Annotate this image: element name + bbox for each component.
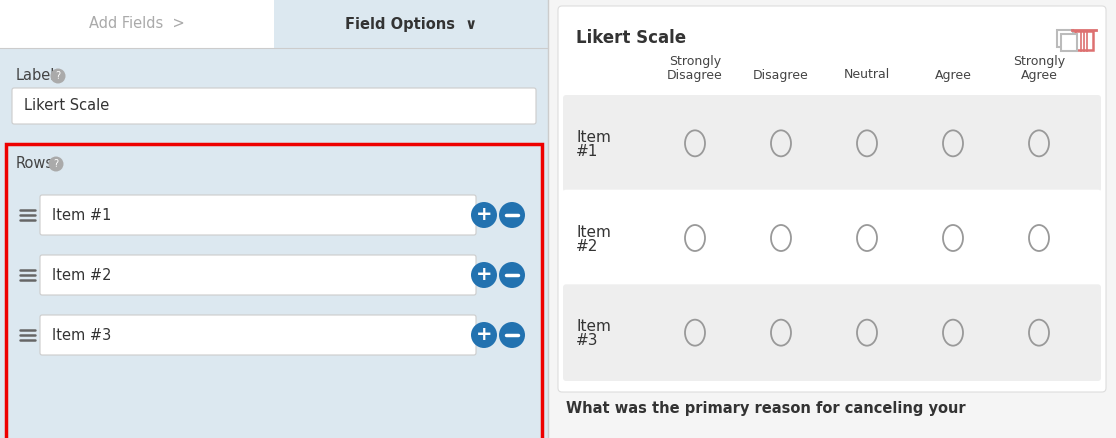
FancyBboxPatch shape — [558, 6, 1106, 392]
Text: +: + — [475, 205, 492, 224]
Text: +: + — [475, 325, 492, 344]
Text: Disagree: Disagree — [753, 68, 809, 81]
Text: Field Options  ∨: Field Options ∨ — [345, 17, 477, 32]
Text: #3: #3 — [576, 333, 598, 348]
Bar — [0, 0, 548, 438]
FancyBboxPatch shape — [562, 95, 1101, 192]
Text: Agree: Agree — [934, 68, 971, 81]
Circle shape — [471, 322, 497, 348]
Text: +: + — [475, 265, 492, 284]
Text: #1: #1 — [576, 144, 598, 159]
FancyBboxPatch shape — [40, 255, 477, 295]
Bar — [6, 144, 542, 438]
Text: Likert Scale: Likert Scale — [576, 29, 686, 47]
Text: Item #2: Item #2 — [52, 268, 112, 283]
Circle shape — [50, 68, 66, 84]
Circle shape — [499, 262, 525, 288]
Text: Rows: Rows — [16, 156, 54, 172]
Circle shape — [471, 262, 497, 288]
Circle shape — [499, 322, 525, 348]
Text: Disagree: Disagree — [667, 69, 723, 82]
Bar — [0, 0, 275, 48]
Text: Item: Item — [576, 130, 610, 145]
Circle shape — [48, 156, 64, 172]
Text: Item #1: Item #1 — [52, 208, 112, 223]
Text: Neutral: Neutral — [844, 68, 891, 81]
Text: Label: Label — [16, 68, 56, 84]
Text: Add Fields  >: Add Fields > — [89, 17, 185, 32]
Bar — [548, 0, 1116, 438]
Text: Item: Item — [576, 225, 610, 240]
FancyBboxPatch shape — [562, 190, 1101, 286]
Text: What was the primary reason for canceling your: What was the primary reason for cancelin… — [566, 400, 965, 416]
FancyBboxPatch shape — [562, 284, 1101, 381]
Text: Strongly: Strongly — [668, 55, 721, 68]
Bar — [275, 0, 548, 48]
Text: Agree: Agree — [1020, 69, 1058, 82]
Text: ?: ? — [54, 159, 58, 169]
FancyBboxPatch shape — [40, 315, 477, 355]
FancyBboxPatch shape — [1061, 34, 1077, 51]
Text: Item #3: Item #3 — [52, 328, 112, 343]
FancyBboxPatch shape — [40, 195, 477, 235]
Text: ?: ? — [56, 71, 60, 81]
Circle shape — [471, 202, 497, 228]
Text: Item: Item — [576, 319, 610, 334]
FancyBboxPatch shape — [12, 88, 536, 124]
Text: #2: #2 — [576, 239, 598, 254]
Text: Likert Scale: Likert Scale — [25, 99, 109, 113]
Text: Strongly: Strongly — [1013, 55, 1065, 68]
Circle shape — [499, 202, 525, 228]
